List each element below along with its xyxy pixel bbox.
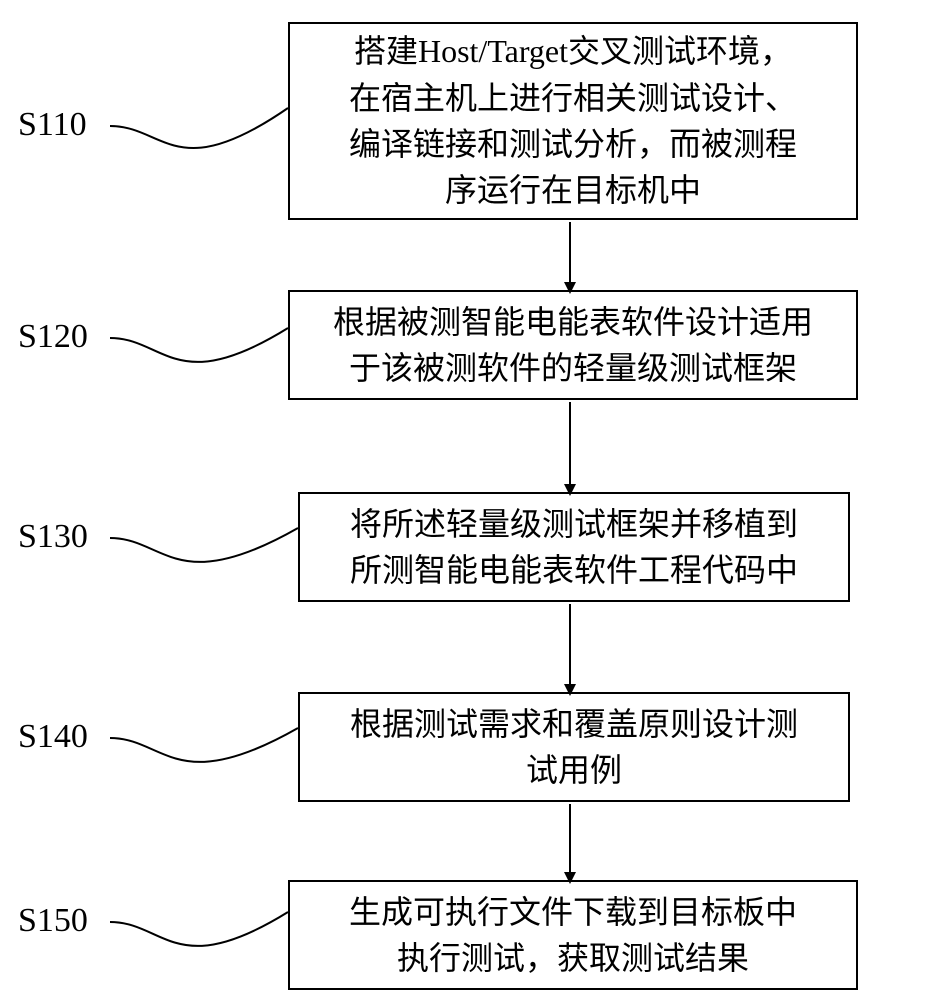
step-text-s130: 将所述轻量级测试框架并移植到所测智能电能表软件工程代码中 <box>350 501 798 594</box>
step-label-s120: S120 <box>18 318 88 356</box>
connector-s140 <box>110 728 298 762</box>
step-box-s130: 将所述轻量级测试框架并移植到所测智能电能表软件工程代码中 <box>298 492 850 602</box>
step-label-s140: S140 <box>18 718 88 756</box>
step-text-s150: 生成可执行文件下载到目标板中执行测试，获取测试结果 <box>349 889 797 982</box>
step-label-s150: S150 <box>18 902 88 940</box>
connector-s150 <box>110 912 288 946</box>
step-box-s150: 生成可执行文件下载到目标板中执行测试，获取测试结果 <box>288 880 858 990</box>
connector-s110 <box>110 108 288 148</box>
connector-s130 <box>110 528 298 562</box>
step-box-s140: 根据测试需求和覆盖原则设计测试用例 <box>298 692 850 802</box>
step-label-s130: S130 <box>18 518 88 556</box>
connector-s120 <box>110 328 288 362</box>
step-text-s120: 根据被测智能电能表软件设计适用于该被测软件的轻量级测试框架 <box>333 299 813 392</box>
step-label-s110: S110 <box>18 106 87 144</box>
step-text-s110: 搭建Host/Target交叉测试环境，在宿主机上进行相关测试设计、编译链接和测… <box>349 28 797 214</box>
step-text-s140: 根据测试需求和覆盖原则设计测试用例 <box>350 701 798 794</box>
step-box-s110: 搭建Host/Target交叉测试环境，在宿主机上进行相关测试设计、编译链接和测… <box>288 22 858 220</box>
step-box-s120: 根据被测智能电能表软件设计适用于该被测软件的轻量级测试框架 <box>288 290 858 400</box>
